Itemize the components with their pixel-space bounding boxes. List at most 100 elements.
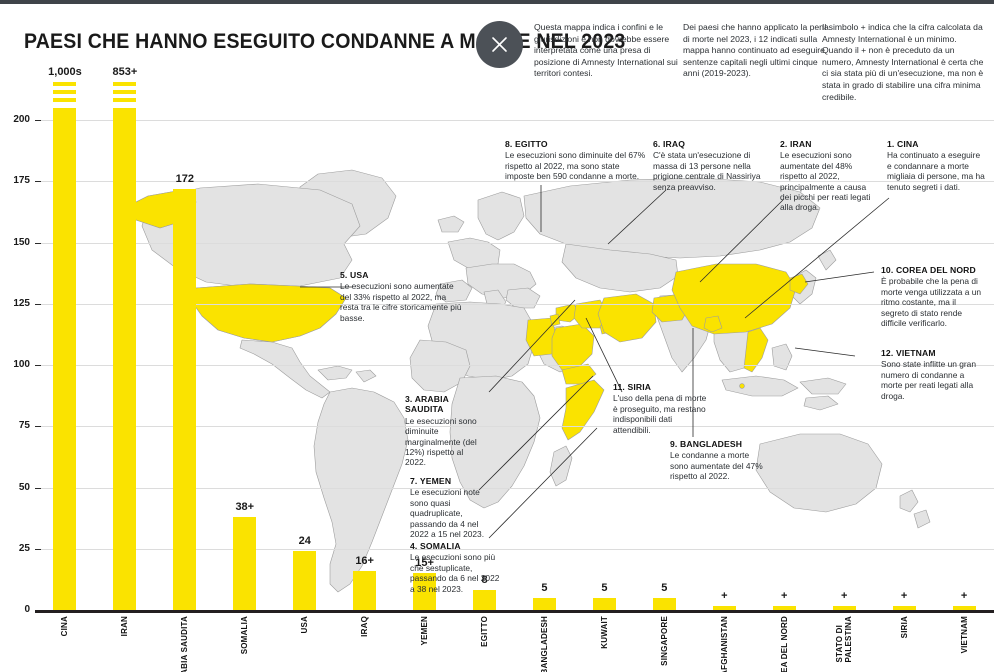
x-axis-category: BANGLADESH xyxy=(514,616,574,672)
x-axis-category: IRAQ xyxy=(335,616,395,637)
x-axis-category-label: SINGAPORE xyxy=(659,616,669,666)
chart-bar-value-label: 8 xyxy=(481,574,488,587)
chart-bar[interactable] xyxy=(293,551,317,610)
chart-bar[interactable] xyxy=(532,597,556,610)
x-axis-category: USA xyxy=(275,616,335,634)
header-note-2: Dei paesi che hanno applicato la pena di… xyxy=(683,22,829,79)
annotation-usa-body: Le esecuzioni sono aumentate del 33% ris… xyxy=(340,281,462,323)
x-axis-category-label: CINA xyxy=(60,616,70,637)
x-axis-category: COREA DEL NORD xyxy=(754,616,814,672)
chart-bar[interactable] xyxy=(353,570,377,610)
y-axis-tick-mark xyxy=(35,303,41,305)
annotation-bangladesh-num: 9. xyxy=(670,439,678,449)
chart-bar[interactable] xyxy=(772,606,796,610)
chart-bar[interactable] xyxy=(652,597,676,610)
chart-bar-value-label: 1,000s xyxy=(48,65,82,78)
chart-bar-break-stripe xyxy=(113,89,137,94)
x-axis-category-label: ARABIA SAUDITA xyxy=(180,616,190,672)
annotation-iran-num: 2. xyxy=(780,139,788,149)
chart-bar-value-label: 172 xyxy=(175,172,195,185)
chart-bar-break-stripe xyxy=(53,81,77,86)
chart-bar[interactable] xyxy=(413,573,437,610)
chart-bar-value-label: 5 xyxy=(541,581,548,594)
world-map xyxy=(0,92,994,622)
annotation-egitto-country: EGITTO xyxy=(515,139,548,149)
y-axis-tick-label: 50 xyxy=(18,481,30,493)
x-axis-category: YEMEN xyxy=(395,616,455,645)
chart-bar[interactable] xyxy=(832,606,856,610)
y-axis-tick-label: 200 xyxy=(13,114,30,125)
annotation-arabia-saudita-body: Le esecuzioni sono diminuite marginalmen… xyxy=(405,415,477,468)
chart-bar-value-label: 853+ xyxy=(112,65,138,78)
x-axis-category: STATO DI PALESTINA xyxy=(814,616,874,663)
y-axis-tick-mark xyxy=(35,242,41,244)
chart-bar[interactable] xyxy=(712,606,736,610)
chart-bar-value-label: + xyxy=(960,590,968,602)
x-axis-category-label: AFGHANISTAN xyxy=(719,616,729,672)
x-axis-category: KUWAIT xyxy=(574,616,634,649)
annotation-somalia-body: Le esecuzioni sono più che sestuplicate,… xyxy=(410,552,500,594)
y-axis-tick-label: 0 xyxy=(24,604,30,615)
chart-bar-value-label: 5 xyxy=(601,581,608,594)
chart-bar[interactable] xyxy=(892,606,916,610)
chart-bar-value-label: + xyxy=(840,590,848,602)
chart-bar-break-stripe xyxy=(113,97,137,102)
y-axis-tick-mark xyxy=(35,487,41,489)
x-axis-category: IRAN xyxy=(95,616,155,636)
y-axis-tick-label: 100 xyxy=(13,359,30,370)
x-axis-category-label: BANGLADESH xyxy=(539,616,549,672)
annotation-usa-country: USA xyxy=(350,270,369,280)
chart-bar-break-stripe xyxy=(113,81,137,86)
annotation-vietnam: 12. VIETNAM Sono state inflitte un gran … xyxy=(881,348,981,401)
annotation-corea-del-nord: 10. COREA DEL NORD È probabile che la pe… xyxy=(881,265,985,328)
annotation-yemen: 7. YEMEN Le esecuzioni note sono quasi q… xyxy=(410,476,490,539)
annotation-egitto-num: 8. xyxy=(505,139,513,149)
y-axis-tick-mark xyxy=(35,365,41,366)
chart-bar-value-label: 16+ xyxy=(355,554,374,567)
map-country-usa xyxy=(191,283,347,343)
annotation-vietnam-num: 12. xyxy=(881,348,894,358)
annotation-siria-body: L'uso della pena di morte è proseguito, … xyxy=(613,393,707,435)
annotation-egitto-body: Le esecuzioni sono diminuite del 67% ris… xyxy=(505,150,646,182)
x-axis-category: SIRIA xyxy=(874,616,934,638)
chart-gridline xyxy=(35,548,994,550)
annotation-somalia-country: SOMALIA xyxy=(420,541,461,551)
x-axis-category-label: SIRIA xyxy=(899,616,909,639)
chart-bar[interactable] xyxy=(592,597,616,610)
chart-gridline xyxy=(35,242,994,244)
chart-bar[interactable] xyxy=(113,107,137,610)
chart-bar[interactable] xyxy=(53,107,77,610)
annotation-bangladesh: 9. BANGLADESH Le condanne a morte sono a… xyxy=(670,439,765,482)
y-axis-tick-mark xyxy=(35,426,41,428)
annotation-somalia: 4. SOMALIA Le esecuzioni sono più che se… xyxy=(410,541,505,594)
annotation-arabia-saudita: 3. ARABIA SAUDITA Le esecuzioni sono dim… xyxy=(405,394,483,468)
x-axis-category-label: KUWAIT xyxy=(599,616,609,649)
chart-bar-value-label: 24 xyxy=(298,535,311,548)
y-axis-tick-label: 75 xyxy=(18,420,30,432)
annotation-yemen-body: Le esecuzioni note sono quasi quadruplic… xyxy=(410,487,485,540)
close-button[interactable] xyxy=(476,21,523,68)
y-axis-tick-label: 150 xyxy=(13,236,30,248)
x-axis-category-label: COREA DEL NORD xyxy=(779,616,789,672)
chart-bar-value-label: + xyxy=(721,590,728,602)
chart-bar-value-label: 5 xyxy=(661,581,668,594)
chart-bar[interactable] xyxy=(233,516,257,610)
chart-bar[interactable] xyxy=(473,590,497,610)
annotation-bangladesh-body: Le condanne a morte sono aumentate del 4… xyxy=(670,450,763,482)
annotation-corea-del-nord-body: È probabile che la pena di morte venga u… xyxy=(881,276,982,329)
x-axis-category-label: VIETNAM xyxy=(959,616,969,654)
x-axis-category-label: SOMALIA xyxy=(240,616,250,655)
chart-bar-break-stripe xyxy=(53,97,77,102)
x-axis-line xyxy=(35,610,994,613)
chart-bar[interactable] xyxy=(952,606,976,610)
annotation-vietnam-country: VIETNAM xyxy=(895,348,936,358)
annotation-somalia-num: 4. xyxy=(410,541,418,551)
x-axis-category: SINGAPORE xyxy=(634,616,694,666)
chart-bar[interactable] xyxy=(173,188,197,610)
annotation-cina-num: 1. xyxy=(887,139,895,149)
x-axis-category-label: YEMEN xyxy=(420,616,430,646)
header-note-1: Questa mappa indica i confini e le giuri… xyxy=(534,22,678,79)
chart-bar-value-label: + xyxy=(781,590,788,602)
y-axis-tick-label: 175 xyxy=(13,175,30,187)
x-axis-category: ARABIA SAUDITA xyxy=(155,616,215,672)
